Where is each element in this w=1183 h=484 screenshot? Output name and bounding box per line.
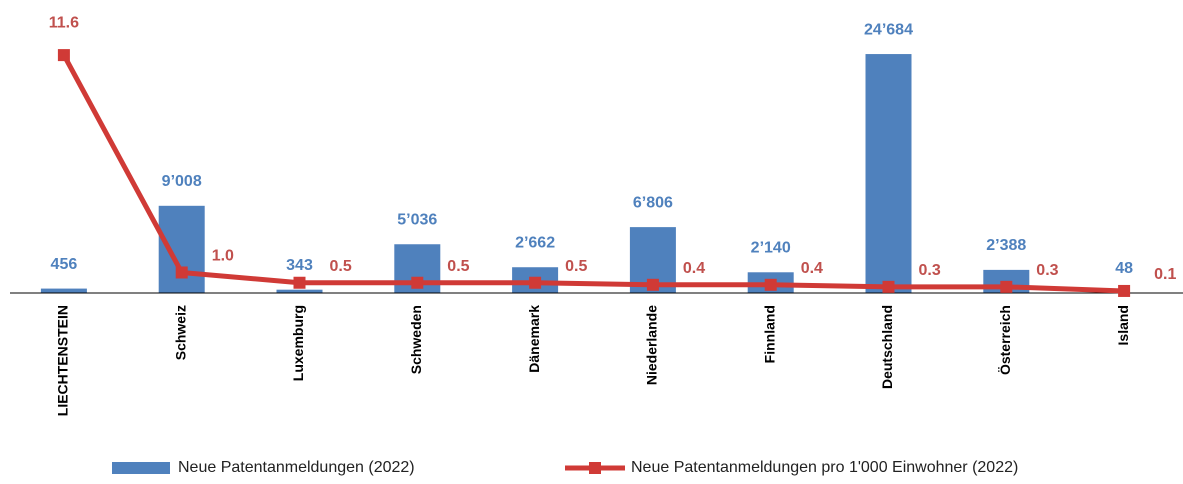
bar-value-label: 6’806 xyxy=(633,194,673,211)
line-marker xyxy=(529,277,541,289)
line-marker xyxy=(1118,285,1130,297)
line-value-label: 0.3 xyxy=(919,262,941,279)
bar-value-label: 2’662 xyxy=(515,234,555,251)
line-marker xyxy=(411,277,423,289)
line-marker xyxy=(883,281,895,293)
line-marker xyxy=(176,266,188,278)
legend-marker xyxy=(589,462,601,474)
x-tick-label: Schweden xyxy=(408,305,424,374)
x-tick-label: Finnland xyxy=(761,305,777,363)
bar-value-label: 5’036 xyxy=(397,211,437,228)
line-value-label: 0.1 xyxy=(1154,266,1176,283)
x-tick-label: Dänemark xyxy=(526,305,542,373)
line-marker xyxy=(58,49,70,61)
bar-value-label: 456 xyxy=(51,256,78,273)
line-value-label: 1.0 xyxy=(212,248,234,265)
bar xyxy=(866,54,912,293)
bar xyxy=(41,289,87,293)
line-value-label: 0.5 xyxy=(565,258,587,275)
line-marker xyxy=(647,279,659,291)
line-value-label: 0.4 xyxy=(801,260,823,277)
legend-label: Neue Patentanmeldungen (2022) xyxy=(178,459,415,476)
line-marker xyxy=(765,279,777,291)
x-tick-label: Schweiz xyxy=(172,305,188,360)
legend-swatch xyxy=(112,462,170,474)
line-value-label: 0.5 xyxy=(330,258,352,275)
line-value-label: 0.3 xyxy=(1036,262,1058,279)
line-marker xyxy=(294,277,306,289)
line-marker xyxy=(1000,281,1012,293)
x-tick-label: Österreich xyxy=(997,305,1013,375)
bar-value-label: 24’684 xyxy=(864,21,913,38)
line-value-label: 0.5 xyxy=(447,258,469,275)
line-value-label: 11.6 xyxy=(49,14,79,31)
bar-value-label: 2’388 xyxy=(986,237,1026,254)
bar-value-label: 2’140 xyxy=(751,240,791,257)
bar-value-label: 48 xyxy=(1115,260,1133,277)
bar-value-label: 343 xyxy=(286,257,313,274)
x-tick-label: LIECHTENSTEIN xyxy=(55,305,71,416)
bar xyxy=(159,206,205,293)
legend-label: Neue Patentanmeldungen pro 1'000 Einwohn… xyxy=(631,459,1018,476)
x-tick-label: Island xyxy=(1115,305,1131,345)
bar-value-label: 9’008 xyxy=(162,173,202,190)
x-tick-label: Deutschland xyxy=(879,305,895,389)
x-tick-label: Luxemburg xyxy=(290,305,306,381)
x-tick-label: Niederlande xyxy=(644,305,660,385)
line-value-label: 0.4 xyxy=(683,260,705,277)
